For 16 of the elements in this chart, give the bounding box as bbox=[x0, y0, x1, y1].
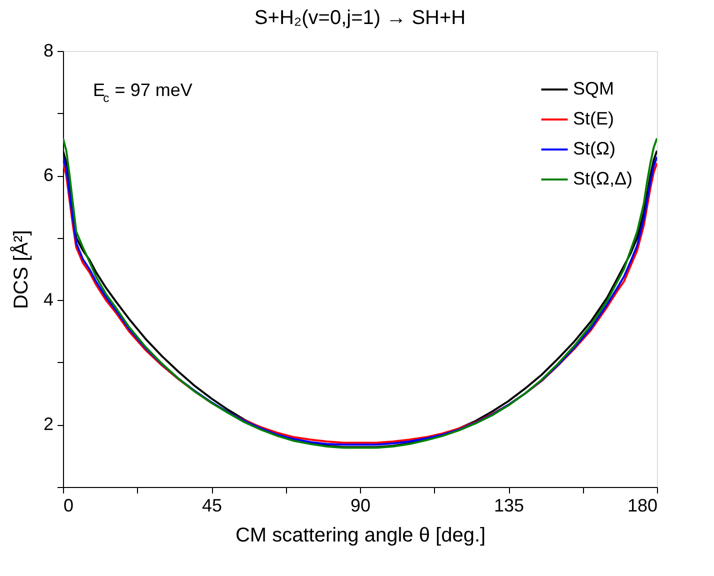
legend-label: SQM bbox=[573, 78, 614, 98]
x-tick-label: 0 bbox=[64, 496, 74, 516]
y-tick-label: 4 bbox=[43, 290, 54, 310]
chart-title: S+H₂(v=0,j=1) → SH+H bbox=[254, 7, 466, 29]
y-tick-label: 2 bbox=[43, 414, 54, 434]
x-axis-title: CM scattering angle θ [deg.] bbox=[235, 524, 486, 546]
y-tick-label: 6 bbox=[43, 165, 54, 186]
y-tick-label: 8 bbox=[43, 40, 54, 60]
x-tick-label: 90 bbox=[350, 496, 371, 516]
y-axis-title: DCS [Å²] bbox=[9, 230, 32, 309]
legend-label: St(Ω) bbox=[573, 138, 616, 158]
legend-label: St(E) bbox=[573, 108, 614, 128]
x-tick-label: 135 bbox=[494, 496, 524, 516]
legend-label: St(Ω,Δ) bbox=[573, 168, 632, 188]
x-tick-label: 45 bbox=[202, 496, 222, 516]
x-tick-label: 180 bbox=[627, 496, 658, 516]
